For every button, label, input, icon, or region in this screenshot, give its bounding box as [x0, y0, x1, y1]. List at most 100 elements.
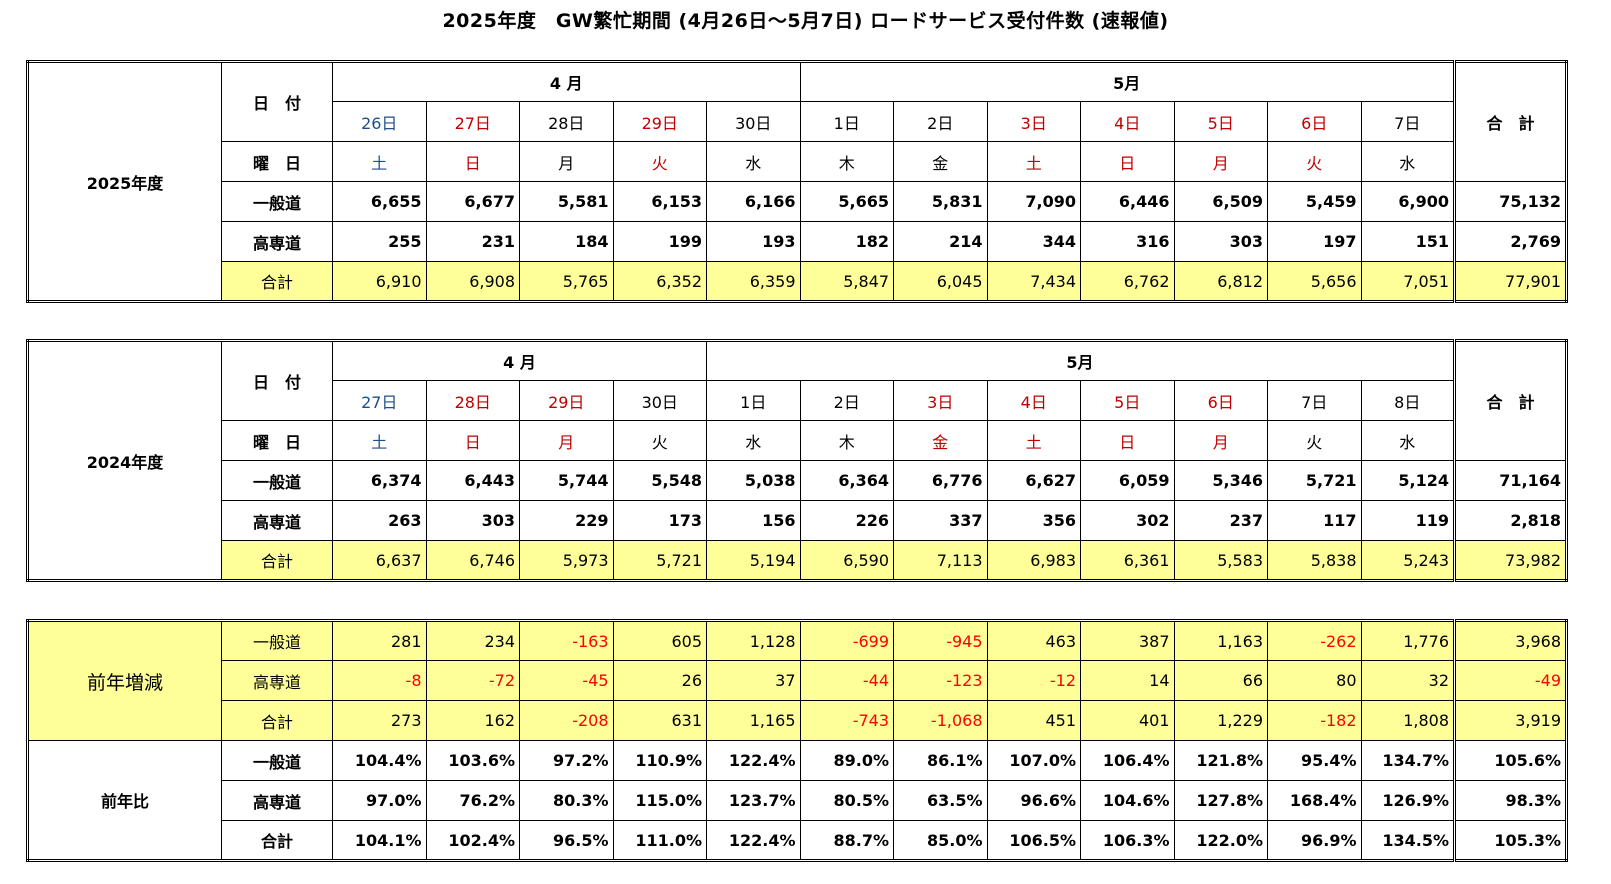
general-label: 一般道 [221, 620, 333, 661]
value-cell: 303 [425, 500, 520, 541]
value-cell: -262 [1267, 620, 1362, 661]
value-cell: 6,166 [706, 181, 801, 222]
value-cell: -743 [799, 700, 894, 741]
date-cell: 5日 [1173, 101, 1268, 142]
weekday-cell: 水 [706, 420, 801, 461]
value-cell: 97.0% [332, 780, 427, 821]
value-cell: 103.6% [425, 740, 520, 781]
date-cell: 30日 [612, 380, 707, 421]
value-cell: 184 [519, 221, 614, 262]
highway-label: 高専道 [221, 221, 333, 262]
total-label: 合計 [221, 820, 333, 861]
month-april: 4 月 [332, 61, 801, 102]
date-cell: 6日 [1173, 380, 1268, 421]
ratio-section-label: 前年比 [27, 740, 222, 861]
value-cell: 631 [612, 700, 707, 741]
ratio-highway-row: 高専道 97.0% 76.2% 80.3% 115.0% 123.7% 80.5% 63.5%… [28, 780, 1567, 821]
value-cell: 5,038 [706, 460, 801, 501]
row-total-cell: 2,818 [1453, 500, 1567, 541]
total-label: 合計 [221, 261, 333, 302]
weekday-cell: 木 [799, 141, 894, 182]
weekday-cell: 水 [706, 141, 801, 182]
value-cell: 273 [332, 700, 427, 741]
value-cell: 5,665 [799, 181, 894, 222]
value-cell: 6,908 [425, 261, 520, 302]
value-cell: 5,548 [612, 460, 707, 501]
value-cell: 229 [519, 500, 614, 541]
value-cell: 104.4% [332, 740, 427, 781]
value-cell: 356 [986, 500, 1081, 541]
weekday-cell: 月 [519, 420, 614, 461]
ratio-total-row: 合計 104.1% 102.4% 96.5% 111.0% 122.4% 88.7% 85.0… [28, 820, 1567, 861]
value-cell: 168.4% [1267, 780, 1362, 821]
value-cell: 6,637 [332, 540, 427, 581]
total-row: 合計 6,637 6,746 5,973 5,721 5,194 6,590 7,113 6,9… [28, 540, 1567, 581]
value-cell: 5,721 [1267, 460, 1362, 501]
value-cell: 14 [1080, 660, 1175, 701]
value-cell: 5,765 [519, 261, 614, 302]
value-cell: 5,459 [1267, 181, 1362, 222]
row-total-cell: 3,968 [1453, 620, 1567, 661]
value-cell: 5,124 [1360, 460, 1455, 501]
value-cell: 6,364 [799, 460, 894, 501]
value-cell: 117 [1267, 500, 1362, 541]
value-cell: -8 [332, 660, 427, 701]
date-cell: 28日 [519, 101, 614, 142]
value-cell: 6,627 [986, 460, 1081, 501]
value-cell: 106.3% [1080, 820, 1175, 861]
value-cell: 182 [799, 221, 894, 262]
date-cell: 7日 [1360, 101, 1455, 142]
value-cell: 1,229 [1173, 700, 1268, 741]
value-cell: 1,163 [1173, 620, 1268, 661]
value-cell: -44 [799, 660, 894, 701]
value-cell: 6,359 [706, 261, 801, 302]
month-may: 5月 [799, 61, 1455, 102]
date-cell: 8日 [1360, 380, 1455, 421]
value-cell: 5,721 [612, 540, 707, 581]
date-cell: 30日 [706, 101, 801, 142]
value-cell: 85.0% [893, 820, 988, 861]
value-cell: 1,128 [706, 620, 801, 661]
value-cell: 237 [1173, 500, 1268, 541]
date-cell: 29日 [519, 380, 614, 421]
value-cell: 80 [1267, 660, 1362, 701]
value-cell: 96.9% [1267, 820, 1362, 861]
value-cell: 66 [1173, 660, 1268, 701]
weekday-label: 曜 日 [221, 420, 333, 461]
weekday-cell: 火 [612, 141, 707, 182]
date-row: 26日 27日 28日 29日 30日 1日 2日 3日 4日 5日 6日 7日 [28, 101, 1567, 142]
value-cell: 6,374 [332, 460, 427, 501]
weekday-cell: 土 [986, 141, 1081, 182]
value-cell: -182 [1267, 700, 1362, 741]
value-cell: 76.2% [425, 780, 520, 821]
weekday-cell: 水 [1360, 141, 1455, 182]
date-row: 27日 28日 29日 30日 1日 2日 3日 4日 5日 6日 7日 8日 [28, 380, 1567, 421]
date-cell: 4日 [1080, 101, 1175, 142]
value-cell: 401 [1080, 700, 1175, 741]
month-may: 5月 [706, 340, 1455, 381]
value-cell: 106.5% [986, 820, 1081, 861]
row-total-cell: 77,901 [1453, 261, 1567, 302]
general-label: 一般道 [221, 460, 333, 501]
value-cell: 89.0% [799, 740, 894, 781]
grand-total-label: 合 計 [1453, 340, 1567, 461]
value-cell: 96.5% [519, 820, 614, 861]
value-cell: 387 [1080, 620, 1175, 661]
value-cell: 123.7% [706, 780, 801, 821]
value-cell: -123 [893, 660, 988, 701]
value-cell: 122.4% [706, 740, 801, 781]
row-total-cell: 105.3% [1453, 820, 1567, 861]
value-cell: 1,808 [1360, 700, 1455, 741]
value-cell: 6,762 [1080, 261, 1175, 302]
weekday-cell: 金 [893, 141, 988, 182]
value-cell: 80.3% [519, 780, 614, 821]
value-cell: 134.5% [1360, 820, 1455, 861]
value-cell: 6,746 [425, 540, 520, 581]
date-cell: 4日 [986, 380, 1081, 421]
value-cell: 337 [893, 500, 988, 541]
value-cell: 104.1% [332, 820, 427, 861]
date-cell: 26日 [332, 101, 427, 142]
value-cell: 80.5% [799, 780, 894, 821]
value-cell: 7,090 [986, 181, 1081, 222]
